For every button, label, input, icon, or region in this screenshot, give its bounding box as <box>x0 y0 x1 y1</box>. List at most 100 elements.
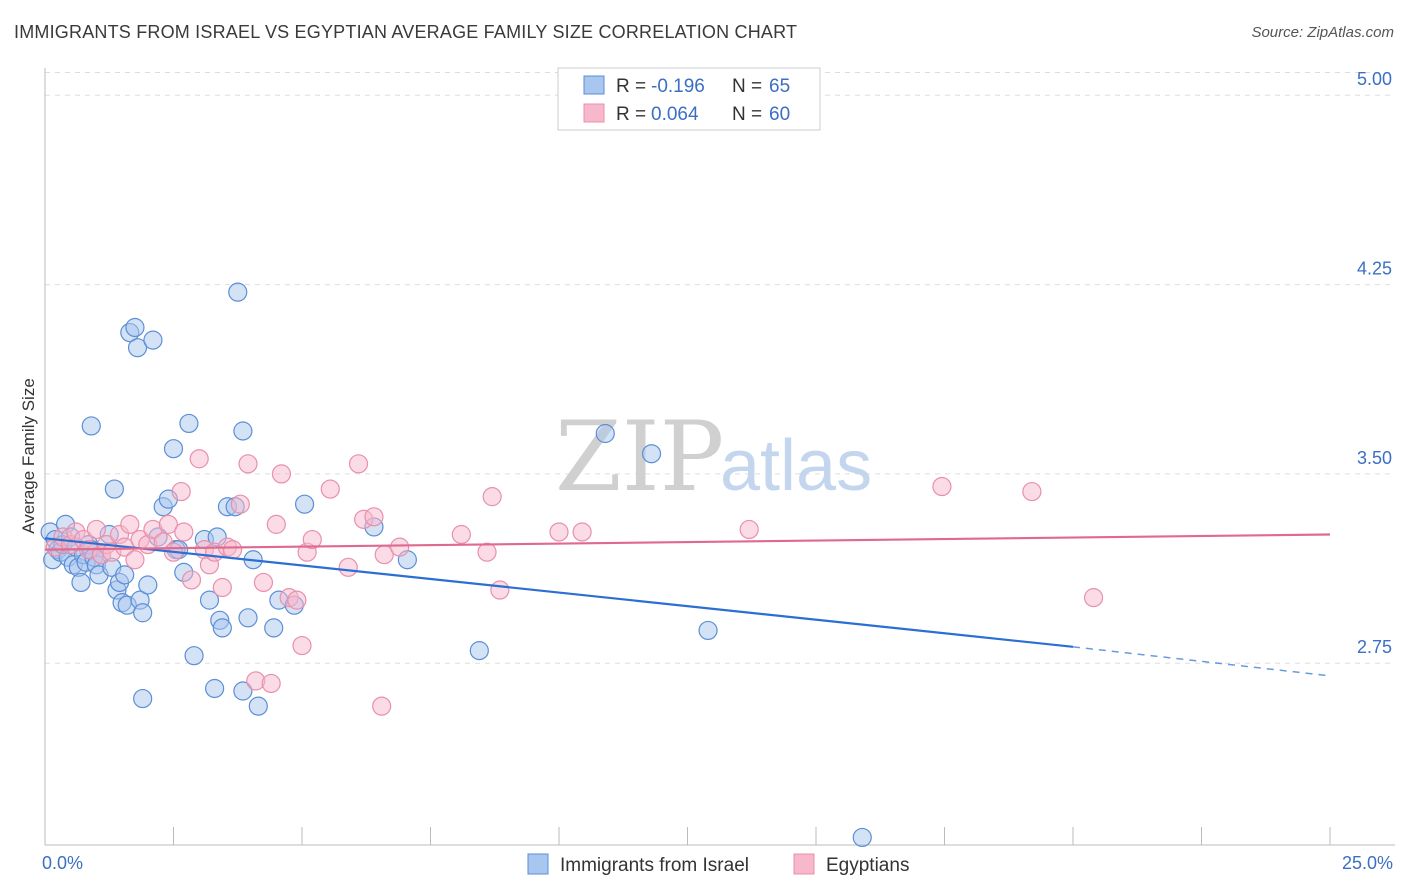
legend-r-value-egyptians: 0.064 <box>651 104 699 125</box>
israel-point <box>233 681 253 701</box>
israel-point <box>238 608 258 628</box>
legend-r-label-egyptians: R = <box>616 104 651 125</box>
legend-r-label-israel: R = <box>616 76 651 97</box>
legend-n-value-israel: 65 <box>769 76 790 97</box>
axes <box>44 68 1395 846</box>
israel-point <box>104 479 124 499</box>
egyptians-point <box>1022 481 1042 502</box>
egyptians-point <box>158 514 178 534</box>
egyptians-point <box>390 537 410 557</box>
grid-lines <box>45 72 1395 664</box>
israel-point <box>115 565 135 585</box>
legend-n-label-israel: N = <box>732 76 767 97</box>
egyptians-point <box>490 580 510 600</box>
egyptians-point <box>223 540 243 560</box>
egyptians-point <box>287 590 307 610</box>
israel-point <box>469 641 489 661</box>
israel-point <box>698 620 718 641</box>
watermark-zip: ZIP <box>555 401 724 513</box>
legend-r-value-israel: -0.196 <box>651 76 705 97</box>
egyptians-point <box>1083 588 1104 608</box>
israel-point <box>133 603 153 623</box>
israel-point <box>133 688 153 709</box>
bottom-legend-label-israel: Immigrants from Israel <box>560 855 749 876</box>
bottom-legend-swatch-egyptians <box>793 853 815 875</box>
egyptians-trend-line <box>44 533 1331 551</box>
egyptians-point <box>549 522 569 542</box>
israel-point <box>179 413 199 434</box>
israel-point <box>264 618 284 638</box>
egyptians-point <box>372 696 392 716</box>
watermark: ZIP atlas <box>555 401 872 513</box>
trend-lines <box>44 533 1331 677</box>
y-tick-label: 5.00 <box>1357 69 1392 89</box>
egyptians-point <box>174 522 194 542</box>
x-tick-label: 25.0% <box>1342 853 1393 873</box>
israel-point <box>248 696 268 716</box>
egyptians-point <box>302 529 322 550</box>
israel-point <box>71 572 91 593</box>
egyptians-point <box>266 514 286 534</box>
egyptians-point <box>320 479 340 499</box>
egyptians-point <box>451 524 471 545</box>
israel-point <box>125 317 145 338</box>
egyptians-point <box>189 449 209 469</box>
bottom-legend: Immigrants from Israel Egyptians <box>527 853 909 876</box>
bottom-legend-swatch-israel <box>527 853 549 875</box>
egyptians-point <box>348 454 369 474</box>
egyptians-point <box>292 635 312 656</box>
watermark-atlas: atlas <box>720 426 872 506</box>
legend-swatch-israel <box>583 75 605 95</box>
egyptians-point <box>212 577 232 598</box>
legend-n-label-egyptians: N = <box>732 104 767 125</box>
israel-trend-extension <box>1072 646 1331 677</box>
israel-point <box>199 590 220 610</box>
egyptians-point <box>364 507 384 527</box>
egyptians-point <box>739 519 759 540</box>
egyptians-point <box>261 673 281 694</box>
israel-point <box>184 646 204 666</box>
israel-point <box>641 444 662 464</box>
egyptians-point <box>181 570 202 590</box>
israel-point <box>212 618 232 638</box>
israel-point <box>81 416 101 436</box>
egyptians-point <box>572 522 592 542</box>
egyptians-point <box>120 514 140 534</box>
egyptians-point <box>932 476 952 497</box>
egyptians-point <box>271 464 292 484</box>
legend: R = -0.196 N = 65 R = 0.064 N = 60 <box>557 67 821 131</box>
egyptians-point <box>125 550 145 570</box>
y-axis-label: Average Family Size <box>19 378 38 534</box>
egyptians-point <box>338 557 358 577</box>
israel-point <box>595 423 615 444</box>
egyptians-point <box>238 454 258 474</box>
israel-point <box>138 575 158 595</box>
y-tick-label: 4.25 <box>1357 259 1392 279</box>
egyptians-point <box>86 519 107 540</box>
y-tick-label: 3.50 <box>1357 448 1392 468</box>
chart-source: Source: ZipAtlas.com <box>1251 24 1394 41</box>
israel-point <box>143 330 163 350</box>
egyptians-point <box>171 481 191 502</box>
x-tick-label: 0.0% <box>42 853 83 873</box>
israel-point <box>852 827 872 848</box>
israel-trend-line <box>44 537 1074 648</box>
israel-point <box>205 678 225 699</box>
israel-point <box>233 421 253 441</box>
bottom-legend-label-egyptians: Egyptians <box>826 855 909 876</box>
israel-point <box>228 282 248 302</box>
egyptians-point <box>477 542 497 562</box>
legend-swatch-egyptians <box>583 103 605 123</box>
israel-point <box>163 439 184 459</box>
legend-n-value-egyptians: 60 <box>769 104 790 125</box>
egyptians-point <box>230 494 250 514</box>
tick-labels: 2.75 3.50 4.25 5.00 0.0% 25.0% <box>42 69 1393 873</box>
egyptians-point <box>482 487 502 507</box>
chart-title: IMMIGRANTS FROM ISRAEL VS EGYPTIAN AVERA… <box>14 22 798 42</box>
israel-point <box>294 494 315 514</box>
israel-point <box>127 338 148 358</box>
y-tick-label: 2.75 <box>1357 637 1392 657</box>
egyptians-point <box>253 572 274 593</box>
data-points <box>40 282 1104 848</box>
